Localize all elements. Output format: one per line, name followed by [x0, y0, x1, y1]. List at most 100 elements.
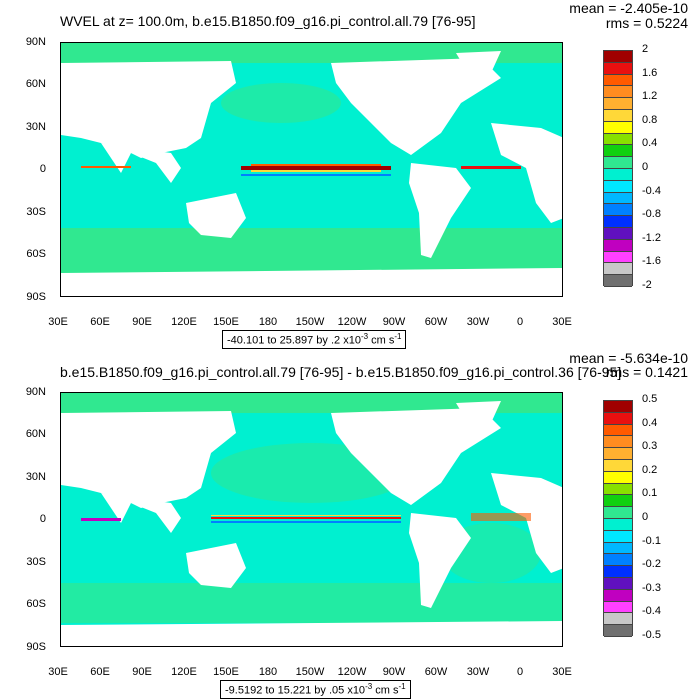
lat-label: 60N	[25, 78, 46, 90]
range-text: -40.101 to 25.897 by .2 x10	[227, 334, 361, 347]
colorbar-segment	[604, 459, 632, 472]
panel-wvel-100m: WVEL at z= 100.0m, b.e15.B1850.f09_g16.p…	[25, 0, 688, 349]
mean-stat: mean = -5.634e-10	[569, 350, 688, 366]
colorbar-segment	[604, 192, 632, 205]
ocean-field-map	[61, 393, 562, 646]
colorbar	[603, 400, 633, 637]
lat-label: 60N	[25, 428, 46, 440]
lon-label: 60W	[424, 666, 448, 678]
range-unit-exponent: -1	[394, 332, 402, 341]
range-unit: cm s	[368, 334, 395, 347]
lon-label: 120E	[171, 316, 197, 328]
colorbar-segment	[604, 589, 632, 602]
lon-label: 0	[516, 316, 524, 328]
colorbar-label: 1.6	[642, 66, 658, 79]
lat-label: 0	[39, 163, 46, 175]
colorbar-segment	[604, 109, 632, 122]
lon-label: 150W	[295, 666, 325, 678]
colorbar-label: -0.5	[642, 629, 661, 641]
lon-label: 30E	[48, 316, 68, 328]
colorbar-label: 0.4	[642, 416, 658, 429]
lat-label: 30S	[26, 206, 46, 218]
lon-label: 30E	[48, 666, 68, 678]
colorbar-segment	[604, 566, 632, 578]
colorbar-label: 0.1	[642, 487, 658, 500]
colorbar-segment	[604, 412, 632, 425]
lon-label: 30W	[466, 666, 490, 678]
range-text: -9.5192 to 15.221 by .05 x10	[225, 684, 366, 697]
lon-label: 150E	[213, 666, 239, 678]
colorbar-label: 0.5	[642, 393, 658, 405]
colorbar-segment	[604, 239, 632, 252]
colorbar-segment	[604, 275, 632, 287]
colorbar-label: -0.2	[642, 558, 661, 571]
colorbar-segment	[604, 86, 632, 99]
colorbar-label: -1.2	[642, 231, 661, 244]
lon-label: 0	[516, 666, 524, 678]
map-plot	[60, 42, 563, 297]
lon-label: 180	[258, 666, 278, 678]
colorbar-label: 0	[642, 511, 649, 523]
colorbar-segment	[604, 216, 632, 228]
lon-label: 90E	[132, 666, 152, 678]
colorbar-label: 0.8	[642, 113, 658, 126]
colorbar-segment	[604, 74, 632, 87]
lat-label: 30S	[26, 556, 46, 568]
lat-label: 60S	[26, 598, 46, 610]
colorbar-segment	[604, 180, 632, 193]
lon-label: 120W	[337, 316, 367, 328]
range-exponent: -3	[365, 682, 373, 691]
colorbar-label: 0.4	[642, 137, 658, 150]
lon-label: 180	[258, 316, 278, 328]
range-exponent: -3	[360, 332, 369, 341]
lat-label: 90N	[25, 386, 46, 398]
colorbar-segment	[604, 601, 632, 614]
colorbar-segment	[604, 613, 632, 626]
colorbar-label: 0.3	[642, 440, 658, 453]
colorbar-label: -0.8	[642, 208, 661, 221]
panel-title: b.e15.B1850.f09_g16.pi_control.all.79 [7…	[60, 364, 622, 380]
colorbar-segment	[604, 507, 632, 519]
lon-label: 60E	[90, 666, 110, 678]
colorbar-segment	[604, 51, 632, 63]
colorbar-label: 1.2	[642, 90, 658, 103]
colorbar-segment	[604, 436, 632, 449]
colorbar-segment	[604, 424, 632, 437]
lon-label: 60W	[424, 316, 448, 328]
colorbar-segment	[604, 554, 632, 567]
panel-difference: b.e15.B1850.f09_g16.pi_control.all.79 [7…	[0, 350, 700, 700]
lon-label: 90W	[382, 316, 406, 328]
lat-label: 90N	[25, 36, 46, 48]
map-plot	[60, 392, 563, 647]
colorbar-segment	[604, 168, 632, 181]
colorbar-segment	[604, 471, 632, 484]
panel-title: WVEL at z= 100.0m, b.e15.B1850.f09_g16.p…	[60, 13, 476, 29]
colorbar-segment	[604, 204, 632, 217]
colorbar-segment	[604, 157, 632, 169]
colorbar-segment	[604, 62, 632, 75]
lat-label: 30N	[25, 121, 46, 133]
colorbar-segment	[604, 625, 632, 637]
colorbar-label: -0.1	[642, 534, 661, 547]
lon-label: 30E	[552, 316, 572, 328]
colorbar-segment	[604, 542, 632, 555]
colorbar-segment	[604, 448, 632, 460]
colorbar-segment	[604, 518, 632, 531]
lat-label: 0	[39, 513, 46, 525]
lon-label: 30W	[466, 316, 490, 328]
lat-label: 90S	[26, 291, 46, 303]
lon-label: 150E	[213, 316, 239, 328]
colorbar-segment	[604, 263, 632, 276]
colorbar-label: 0	[642, 161, 649, 173]
colorbar-segment	[604, 227, 632, 240]
colorbar-segment	[604, 483, 632, 496]
lon-label: 60E	[90, 316, 110, 328]
contour-range-box: -40.101 to 25.897 by .2 x10-3 cm s-1	[222, 330, 407, 349]
colorbar-segment	[604, 530, 632, 543]
colorbar-label: -0.4	[642, 605, 661, 618]
colorbar-segment	[604, 145, 632, 158]
contour-range-box: -9.5192 to 15.221 by .05 x10-3 cm s-1	[220, 680, 411, 699]
colorbar-segment	[604, 133, 632, 146]
colorbar-label: -1.6	[642, 255, 661, 268]
colorbar-label: 0.2	[642, 463, 658, 476]
